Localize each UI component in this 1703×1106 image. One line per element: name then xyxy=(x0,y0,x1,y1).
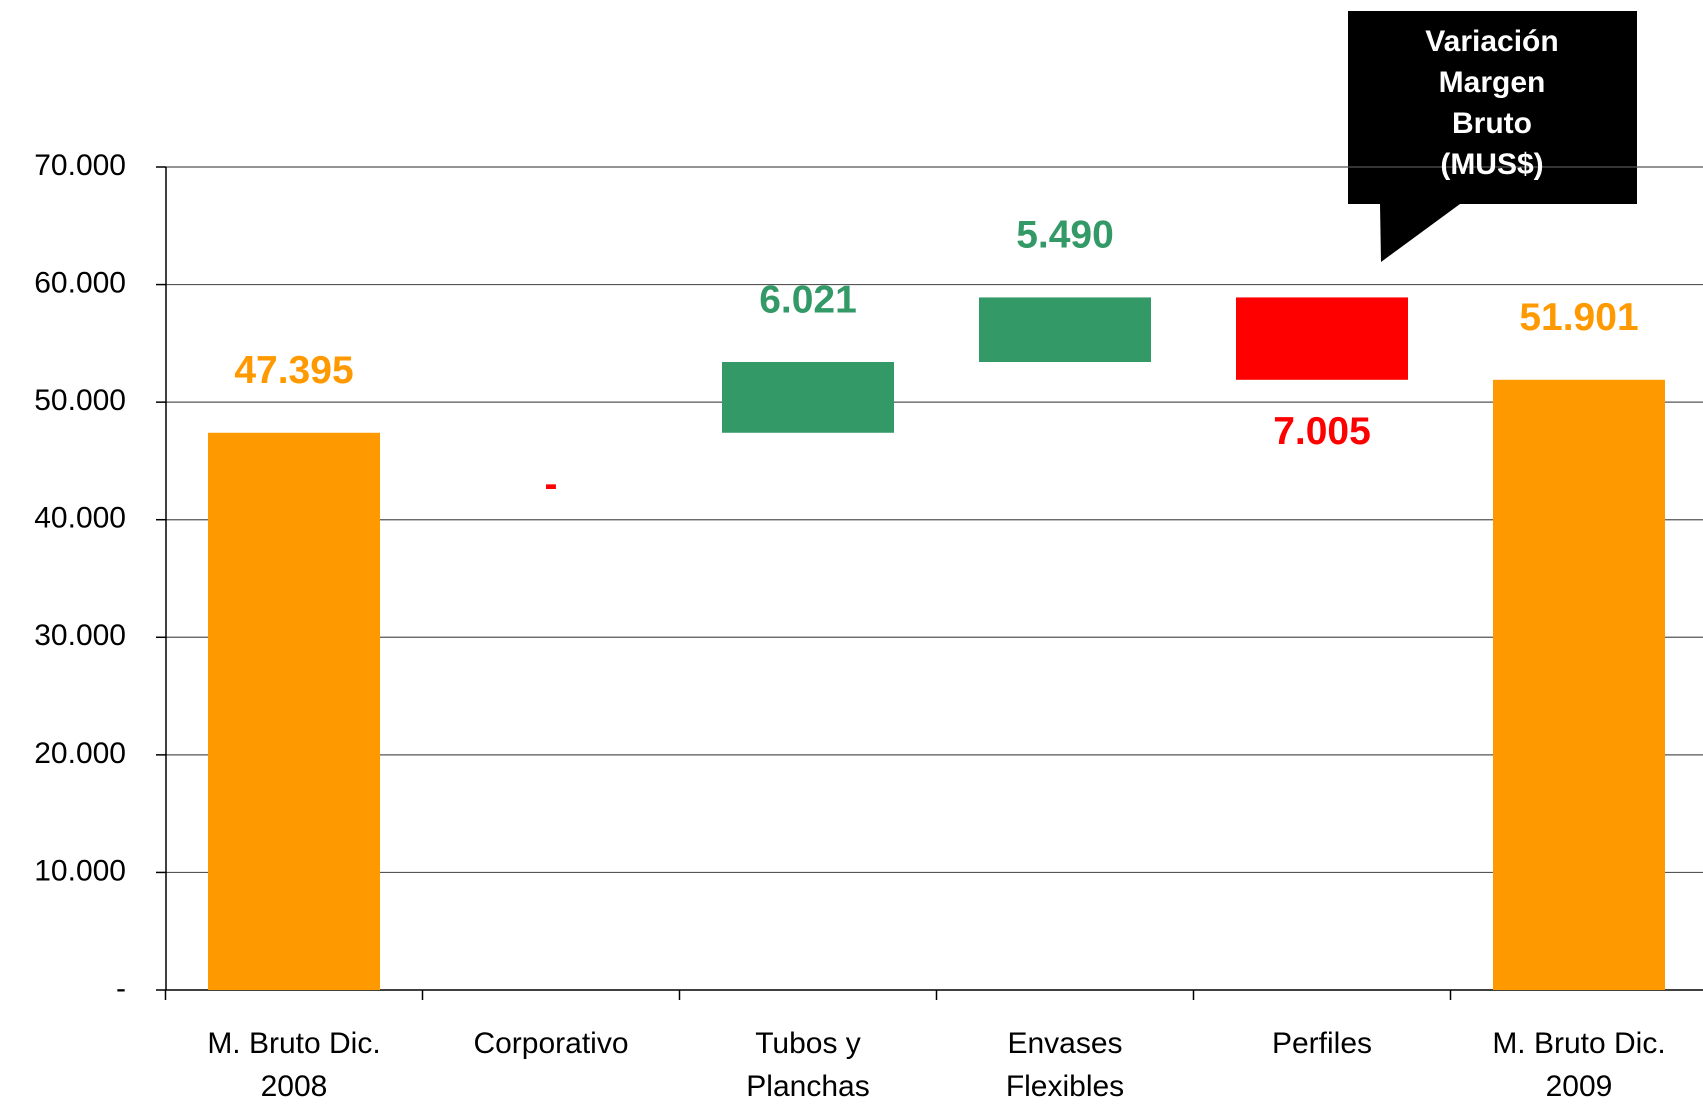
y-tick-label: 40.000 xyxy=(34,502,126,535)
callout-text: (MUS$) xyxy=(1440,148,1543,181)
callout-pointer xyxy=(1380,204,1460,262)
y-tick-label: 20.000 xyxy=(34,737,126,770)
value-label: 5.490 xyxy=(1016,214,1114,257)
x-tick-label: 2008 xyxy=(261,1070,328,1103)
value-label: 51.901 xyxy=(1519,296,1638,339)
x-tick-label: M. Bruto Dic. xyxy=(1492,1027,1665,1060)
x-tick-label: Perfiles xyxy=(1272,1027,1372,1060)
value-label: 7.005 xyxy=(1273,410,1371,453)
value-label: 47.395 xyxy=(234,349,353,392)
value-label: - xyxy=(545,463,558,506)
callout-text: Variación xyxy=(1425,25,1558,58)
y-tick-label: 10.000 xyxy=(34,854,126,887)
value-label: 6.021 xyxy=(759,278,857,321)
y-tick-label: 70.000 xyxy=(34,149,126,182)
callout-text: Margen xyxy=(1439,66,1546,99)
x-tick-label: Tubos y xyxy=(755,1027,861,1060)
x-tick-label: Corporativo xyxy=(473,1027,628,1060)
y-tick-label: 60.000 xyxy=(34,266,126,299)
y-tick-label: - xyxy=(116,972,126,1005)
y-tick-label: 50.000 xyxy=(34,384,126,417)
callout-text: Bruto xyxy=(1452,107,1532,140)
bar xyxy=(722,361,894,433)
bar xyxy=(208,432,380,990)
x-tick-label: Envases xyxy=(1007,1027,1122,1060)
y-tick-label: 30.000 xyxy=(34,619,126,652)
x-tick-label: M. Bruto Dic. xyxy=(207,1027,380,1060)
bar xyxy=(1493,379,1665,990)
x-tick-label: 2009 xyxy=(1546,1070,1613,1103)
bar xyxy=(979,297,1151,362)
x-tick-label: Flexibles xyxy=(1006,1070,1124,1103)
bar xyxy=(1236,297,1408,380)
callout-box xyxy=(1348,11,1637,204)
x-tick-label: Planchas xyxy=(746,1070,869,1103)
